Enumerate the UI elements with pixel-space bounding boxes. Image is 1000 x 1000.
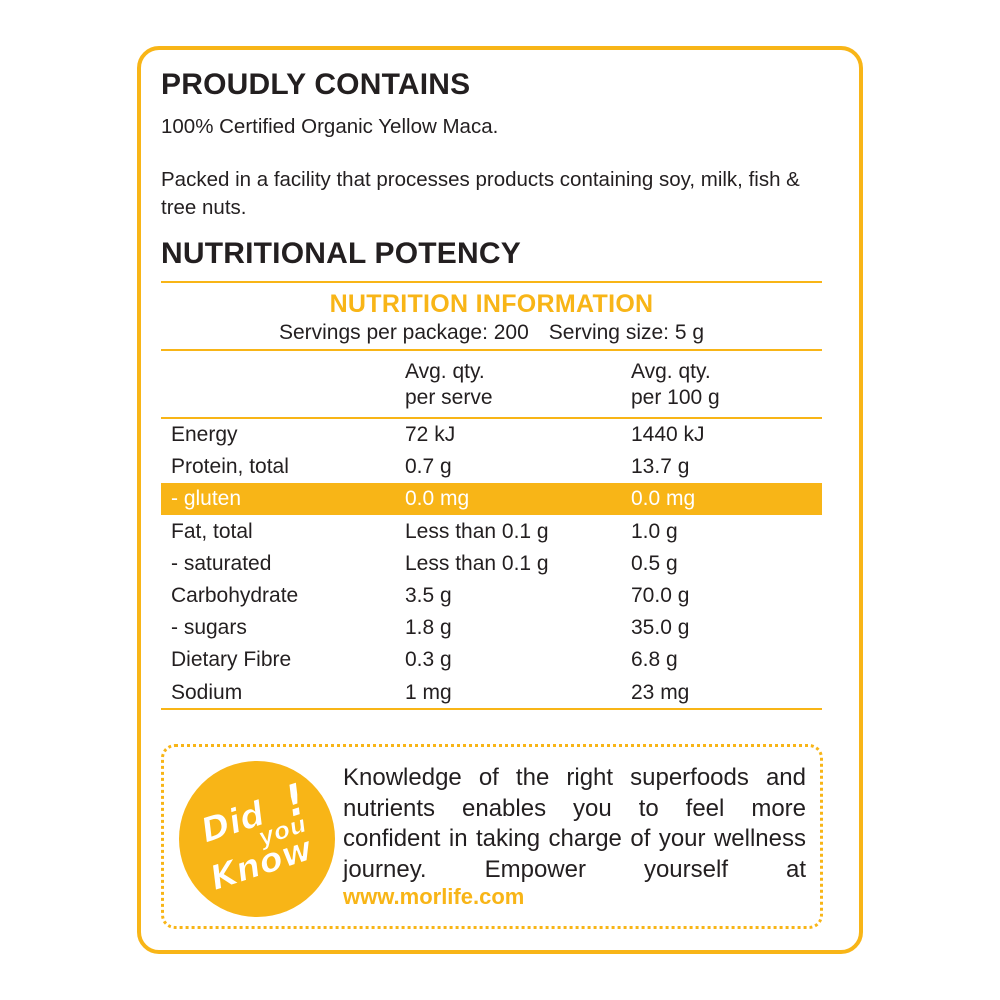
table-row: - saturated Less than 0.1 g 0.5 g (161, 548, 822, 580)
column-header-line: per serve (405, 386, 493, 409)
table-row: Fat, total Less than 0.1 g 1.0 g (161, 516, 822, 548)
qty-per-serve: 72 kJ (405, 423, 456, 446)
qty-per-serve: Less than 0.1 g (405, 551, 549, 575)
qty-per-100g: 35.0 g (631, 616, 690, 640)
table-row: Sodium 1 mg 23 mg (161, 677, 822, 709)
qty-per-serve: 1.8 g (405, 616, 452, 640)
ingredients-text: 100% Certified Organic Yellow Maca. (161, 115, 499, 138)
qty-per-serve: Less than 0.1 g (405, 519, 549, 543)
nutrient-name: Sodium (171, 680, 243, 704)
allergen-facility-text: Packed in a facility that processes prod… (161, 168, 800, 219)
nutrient-name: Dietary Fibre (171, 648, 292, 672)
header-rule (161, 349, 822, 351)
qty-per-100g: 1.0 g (631, 519, 678, 543)
qty-per-100g: 70.0 g (631, 584, 690, 607)
qty-per-100g: 23 mg (631, 680, 690, 704)
did-you-know-text: Knowledge of the right superfoods and nu… (343, 764, 806, 883)
proudly-contains-heading: PROUDLY CONTAINS (161, 68, 471, 101)
nutrition-info-title: NUTRITION INFORMATION (329, 290, 654, 318)
qty-per-100g: 1440 kJ (631, 423, 705, 446)
qty-per-100g: 0.0 mg (631, 487, 696, 511)
qty-per-serve: 3.5 g (405, 584, 452, 607)
table-row: Dietary Fibre 0.3 g 6.8 g (161, 644, 822, 676)
qty-per-serve: 0.0 mg (405, 487, 470, 511)
nutrient-name: - gluten (171, 487, 242, 511)
table-row: Carbohydrate 3.5 g 70.0 g (161, 580, 822, 612)
table-row: Protein, total 0.7 g 13.7 g (161, 451, 822, 483)
website-link[interactable]: www.morlife.com (343, 884, 525, 909)
servings-per-package: Servings per package: 200 (278, 321, 529, 344)
table-top-rule (161, 281, 822, 283)
nutritional-potency-heading: NUTRITIONAL POTENCY (161, 237, 521, 270)
table-row: Energy 72 kJ 1440 kJ (161, 419, 822, 451)
table-row: - sugars 1.8 g 35.0 g (161, 612, 822, 644)
qty-per-100g: 0.5 g (631, 551, 678, 575)
qty-per-100g: 13.7 g (631, 455, 690, 479)
column-header-line: Avg. qty. (405, 360, 485, 383)
nutrient-name: Carbohydrate (171, 584, 299, 607)
qty-per-serve: 1 mg (405, 680, 452, 704)
table-row: - gluten 0.0 mg 0.0 mg (161, 483, 822, 516)
qty-per-serve: 0.7 g (405, 455, 452, 479)
did-you-know-badge: Did you Know ! (179, 761, 335, 917)
qty-per-serve: 0.3 g (405, 648, 452, 672)
serving-size: Serving size: 5 g (548, 321, 705, 344)
column-header-per-100g: Avg. qty. per 100 g (631, 359, 720, 411)
column-header-rule (161, 417, 822, 419)
nutrient-name: Energy (171, 423, 238, 446)
nutrient-name: Protein, total (171, 455, 289, 479)
qty-per-100g: 6.8 g (631, 648, 678, 672)
nutrient-name: Fat, total (171, 519, 253, 543)
column-header-line: Avg. qty. (631, 360, 711, 383)
nutrient-name: - saturated (171, 551, 272, 575)
column-header-per-serve: Avg. qty. per serve (405, 359, 493, 411)
did-you-know-box (161, 744, 823, 929)
column-header-line: per 100 g (631, 386, 720, 409)
table-bottom-rule (161, 708, 822, 710)
serving-info: Servings per package: 200 Serving size: 5… (161, 321, 822, 345)
nutrient-name: - sugars (171, 616, 247, 640)
